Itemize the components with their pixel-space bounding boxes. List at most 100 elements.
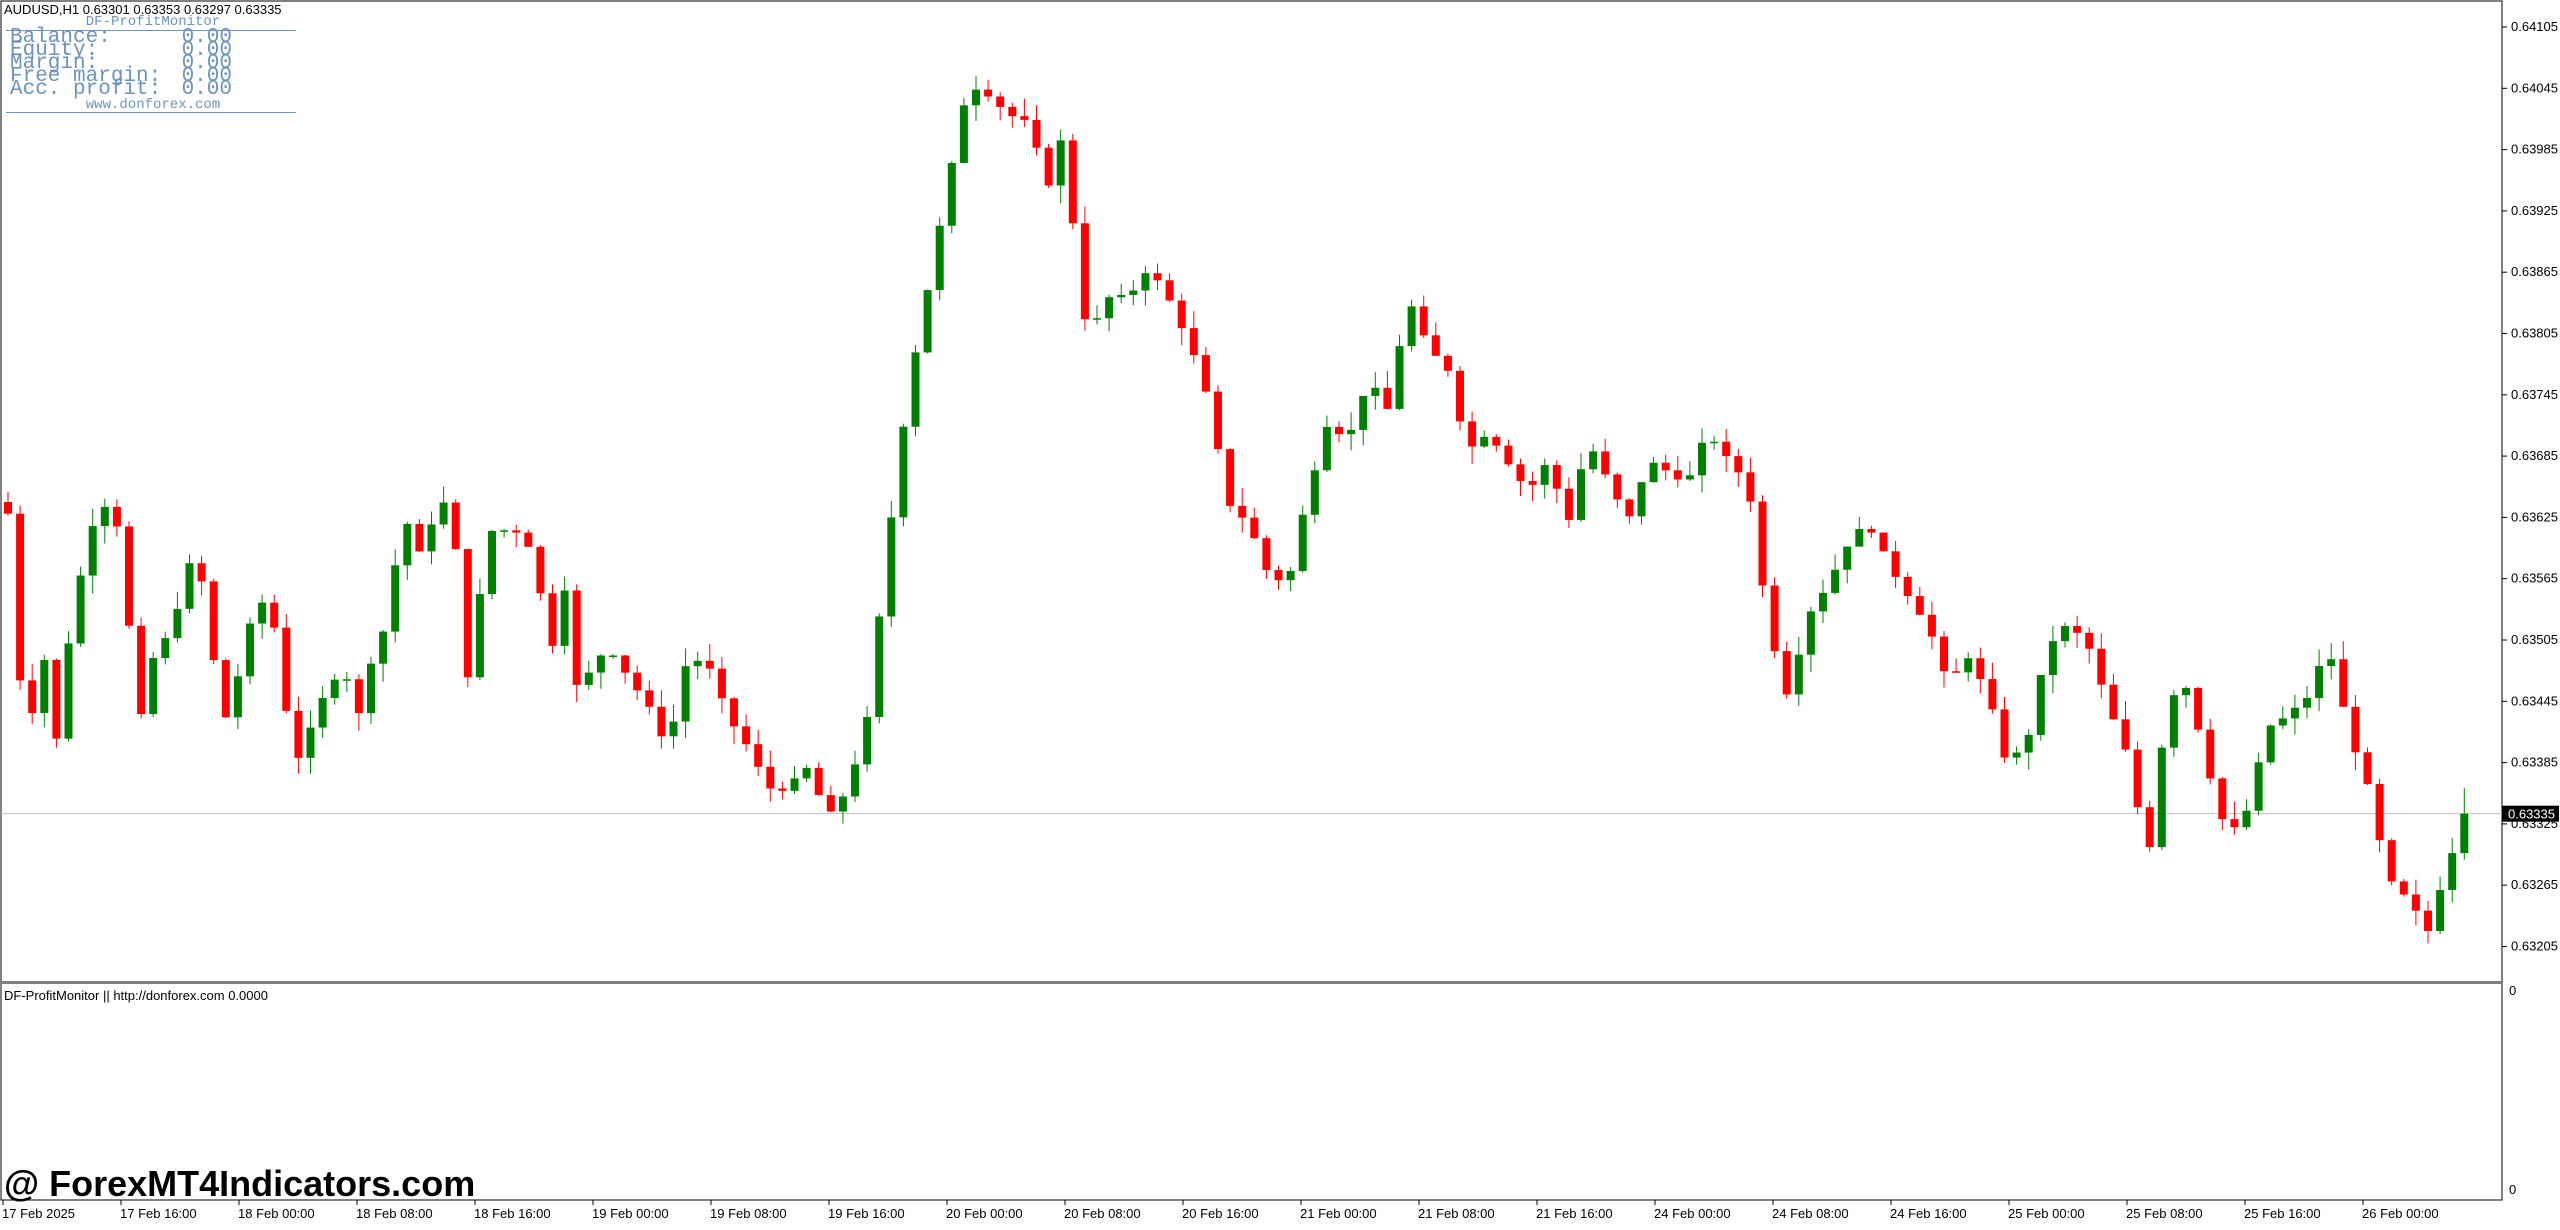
- candle-bull: [1298, 514, 1307, 571]
- indicator-scale-top: 0: [2509, 983, 2516, 998]
- candle-bear: [415, 523, 424, 552]
- candle-bear: [1165, 280, 1174, 301]
- candle-bear: [1008, 106, 1017, 117]
- candle-bull: [2048, 641, 2057, 675]
- candle-bear: [1891, 551, 1900, 577]
- candle-bear: [826, 795, 835, 812]
- candle-bull: [2182, 687, 2190, 696]
- y-tick-label: 0.64105: [2511, 19, 2558, 34]
- candle-bear: [2121, 719, 2130, 750]
- x-tick-label: 25 Feb 00:00: [2008, 1206, 2085, 1221]
- candle-bull: [475, 594, 484, 678]
- current-price-label: 0.63335: [2508, 807, 2555, 822]
- candle-bear: [1504, 445, 1513, 465]
- candle-bull: [2303, 698, 2311, 708]
- candle-bull: [1843, 546, 1852, 570]
- candle-bull: [669, 721, 678, 737]
- candle-bull: [1589, 451, 1598, 470]
- balance-value: 0.00: [181, 26, 232, 49]
- candle-bull: [2157, 747, 2166, 848]
- candle-bear: [28, 680, 37, 714]
- y-tick-label: 0.63625: [2511, 509, 2558, 524]
- candle-bear: [1903, 576, 1912, 597]
- x-tick-label: 20 Feb 16:00: [1182, 1206, 1259, 1221]
- candle-bear: [2206, 729, 2215, 779]
- panel-site-link[interactable]: www.donforex.com: [85, 97, 221, 113]
- candle-bull: [923, 290, 932, 353]
- candle-bear: [1734, 456, 1743, 473]
- y-tick-label: 0.64045: [2511, 80, 2558, 95]
- candle-bear: [354, 679, 363, 714]
- candle-bear: [52, 659, 61, 739]
- candle-bull: [1117, 294, 1126, 298]
- y-tick-label: 0.63745: [2511, 387, 2558, 402]
- candle-bull: [379, 631, 388, 664]
- candle-bear: [742, 726, 751, 745]
- candle-bear: [137, 625, 146, 715]
- candle-bull: [851, 764, 859, 797]
- candle-bull: [1105, 297, 1114, 319]
- candle-bull: [1831, 569, 1840, 593]
- y-tick-label: 0.63385: [2511, 755, 2558, 770]
- candle-bull: [1637, 482, 1646, 517]
- candle-bull: [1056, 140, 1065, 186]
- x-tick-label: 17 Feb 2025: [2, 1206, 75, 1221]
- candle-bull: [161, 638, 170, 658]
- candle-bull: [342, 679, 351, 681]
- candle-bear: [1601, 451, 1610, 475]
- candle-bull: [838, 796, 847, 812]
- acc-profit-value: 0.00: [181, 78, 232, 101]
- x-tick-label: 19 Feb 00:00: [592, 1206, 669, 1221]
- candle-bear: [512, 530, 521, 533]
- candle-bull: [584, 672, 593, 685]
- x-tick-label: 26 Feb 00:00: [2362, 1206, 2439, 1221]
- panel-row-free-margin: Free margin: 0.00: [8, 66, 298, 87]
- candle-bull: [2448, 853, 2457, 891]
- watermark: @ ForexMT4Indicators.com: [4, 1163, 476, 1204]
- candle-bear: [705, 660, 714, 669]
- y-tick-label: 0.63925: [2511, 203, 2558, 218]
- candle-bull: [875, 616, 884, 717]
- candle-bull: [693, 660, 702, 667]
- candle-bear: [463, 549, 472, 678]
- candle-bull: [1286, 570, 1295, 581]
- candle-bull: [306, 727, 315, 758]
- candle-bull: [1794, 654, 1803, 695]
- candle-bull: [1806, 611, 1815, 655]
- candle-bear: [1867, 529, 1876, 533]
- candle-bull: [488, 530, 496, 595]
- candle-bear: [730, 698, 738, 727]
- candle-bear: [270, 602, 279, 628]
- candle-bear: [4, 502, 12, 514]
- candle-bear: [814, 767, 823, 796]
- candle-bear: [1177, 300, 1186, 329]
- candle-bull: [2278, 718, 2287, 726]
- candle-bear: [1746, 472, 1755, 502]
- candle-bear: [536, 546, 545, 594]
- candle-bear: [1032, 119, 1041, 148]
- candle-bull: [173, 608, 182, 639]
- candle-bear: [2230, 819, 2239, 828]
- margin-value: 0.00: [181, 52, 232, 75]
- candle-bull: [185, 563, 194, 609]
- candle-bull: [972, 89, 980, 106]
- candle-bear: [125, 526, 133, 626]
- x-tick-label: 17 Feb 16:00: [120, 1206, 197, 1221]
- candle-bear: [548, 593, 557, 646]
- acc-profit-label: Acc. profit:: [10, 78, 162, 101]
- candle-bull: [2436, 890, 2445, 931]
- candle-bear: [1927, 614, 1936, 637]
- candle-bull: [1710, 441, 1719, 444]
- candle-bear: [209, 581, 218, 661]
- indicator-scale-bottom: 0: [2509, 1182, 2516, 1197]
- candle-bear: [1189, 328, 1198, 356]
- balance-label: Balance:: [10, 26, 111, 49]
- candle-bear: [1238, 505, 1247, 518]
- x-tick-label: 18 Feb 08:00: [356, 1206, 433, 1221]
- indicator-title: DF-ProfitMonitor || http://donforex.com …: [4, 988, 268, 1003]
- candle-bear: [1044, 147, 1053, 186]
- candle-bull: [911, 352, 920, 427]
- x-tick-label: 19 Feb 08:00: [710, 1206, 787, 1221]
